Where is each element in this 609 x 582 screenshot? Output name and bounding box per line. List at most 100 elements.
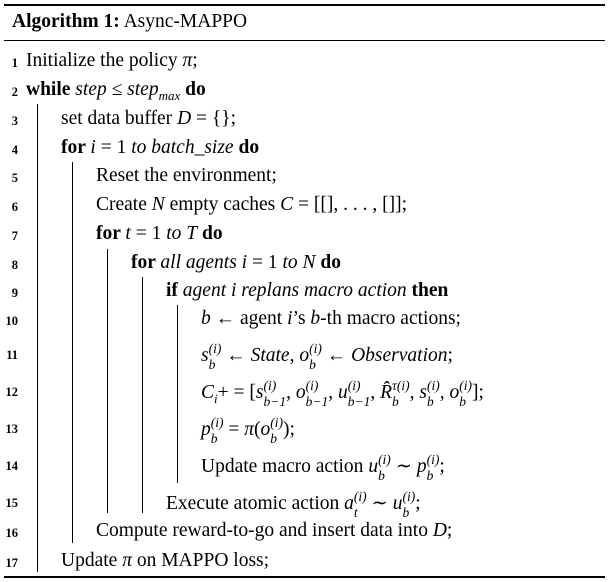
code-text: = 1 — [247, 252, 283, 273]
algorithm-line-8: 8 for all agents i = 1 to N do — [4, 249, 604, 278]
code-text: ; — [439, 455, 445, 477]
math-term: o — [299, 344, 310, 366]
code-text: -th macro actions; — [320, 308, 461, 329]
subscript: max — [158, 87, 181, 103]
line-code: while step ≤ stepmax do — [26, 79, 206, 103]
keyword: for — [96, 223, 126, 244]
algorithm-title: Algorithm 1: Async-MAPPO — [12, 11, 247, 33]
keyword: for — [131, 252, 161, 273]
algorithm-line-5: 5 Reset the environment; — [4, 162, 604, 191]
title-rule — [4, 40, 605, 41]
code-text: , — [370, 381, 381, 403]
math-term: π — [244, 418, 255, 440]
math-term: agent i replans macro action — [182, 280, 407, 301]
indent-guide-1 — [37, 104, 38, 572]
line-code: for all agents i = 1 to N do — [131, 252, 341, 274]
indent-guide-3 — [107, 249, 108, 513]
keyword: for — [61, 137, 91, 158]
superscript: (i) — [426, 452, 440, 467]
math-term: State — [250, 344, 290, 366]
line-code: s (i) b ← State, o (i) b ← Observation; — [201, 342, 453, 371]
algorithm-name: Async-MAPPO — [123, 11, 248, 32]
superscript: (i) — [263, 378, 277, 393]
superscript: (i) — [426, 378, 440, 393]
code-text: Reset the environment; — [96, 165, 277, 186]
math-term: D — [432, 520, 447, 541]
line-number: 3 — [11, 114, 18, 128]
code-text: ; — [447, 344, 453, 366]
code-text: ; — [446, 520, 453, 541]
algorithm-line-14: 14 Update macro action u (i) b ∼ p (i) b; — [4, 450, 604, 482]
math-term: π — [182, 50, 193, 71]
subscript: b — [309, 356, 316, 372]
algorithm-line-12: 12 Ci+ = [s (i) b−1, o (i) b−1, u (i) b−1, R̂ τ(… — [4, 376, 604, 408]
math-term: u — [337, 381, 348, 403]
subscript: b — [378, 467, 385, 483]
math-term: step ≤ step — [75, 79, 159, 100]
superscript: (i) — [270, 415, 284, 430]
super-sub-script: (i) b — [402, 490, 415, 519]
line-number: 12 — [5, 385, 19, 399]
code-text: Update — [61, 550, 123, 571]
superscript: (i) — [459, 378, 472, 393]
math-term: s — [419, 381, 427, 403]
math-term: all agents i — [160, 252, 248, 273]
math-term: b — [201, 308, 211, 329]
math-term: to T — [166, 223, 198, 244]
math-term: t — [125, 223, 131, 244]
algorithm-box: Algorithm 1: Async-MAPPO 1 Initialize the… — [4, 4, 605, 578]
math-term: to batch_size — [131, 137, 234, 158]
math-term: i — [90, 137, 96, 158]
code-text: = 1 — [130, 223, 167, 244]
math-term: o — [295, 381, 306, 403]
algorithm-line-2: 2 while step ≤ stepmax do — [4, 76, 604, 105]
top-rule — [4, 4, 605, 6]
code-text: Execute atomic action — [166, 492, 345, 514]
math-term: p — [416, 455, 427, 477]
subscript: b — [459, 393, 466, 409]
math-term: s — [255, 381, 264, 403]
code-text: , — [289, 344, 300, 366]
code-text: + = [ — [217, 381, 256, 403]
math-term: u — [392, 492, 403, 514]
code-text: ∼ — [366, 492, 393, 514]
math-term: C — [201, 381, 215, 403]
indent-guide-5 — [177, 305, 178, 483]
superscript: τ(i) — [392, 378, 410, 393]
line-number: 4 — [11, 143, 18, 157]
code-text: = 1 — [95, 137, 132, 158]
line-code: Create N empty caches C = [[], . . . , [… — [96, 194, 407, 216]
subscript: b — [208, 356, 216, 372]
algorithm-line-11: 11 s (i) b ← State, o (i) b ← Observation; — [4, 339, 604, 371]
math-term: i — [287, 308, 293, 329]
superscript: (i) — [210, 415, 224, 430]
bottom-rule — [4, 576, 605, 578]
line-number: 5 — [11, 171, 18, 185]
code-text: ← agent — [210, 308, 288, 329]
line-number: 14 — [5, 459, 19, 473]
line-number: 15 — [5, 496, 19, 510]
code-text: ; — [415, 492, 421, 514]
line-number: 13 — [5, 422, 19, 436]
algorithm-line-17: 17 Update π on MAPPO loss; — [4, 547, 604, 576]
code-text: ; — [192, 50, 198, 71]
superscript: (i) — [208, 341, 222, 356]
algorithm-line-10: 10 b ← agent i’s b-th macro actions; — [4, 305, 604, 334]
math-term: u — [368, 455, 379, 477]
math-term: Observation — [351, 344, 448, 366]
code-text: Update macro action — [201, 455, 369, 477]
super-sub-script: (i) b−1 — [263, 379, 286, 408]
algorithm-line-15: 15 Execute atomic action a (i) t ∼ u (i) b; — [4, 487, 604, 519]
line-code: Update macro action u (i) b ∼ p (i) b; — [201, 453, 445, 482]
code-text: empty caches — [164, 194, 281, 215]
code-text: on MAPPO loss; — [131, 550, 270, 571]
code-text: ∼ — [390, 455, 417, 477]
subscript: b — [426, 467, 434, 483]
algorithm-label: Algorithm 1: — [12, 11, 120, 32]
subscript: t — [353, 504, 358, 520]
code-text: set data buffer — [61, 108, 178, 129]
line-code: if agent i replans macro action then — [166, 280, 448, 302]
subscript: b−1 — [305, 393, 329, 409]
code-text: Create — [96, 194, 152, 215]
math-term: C — [280, 194, 294, 215]
